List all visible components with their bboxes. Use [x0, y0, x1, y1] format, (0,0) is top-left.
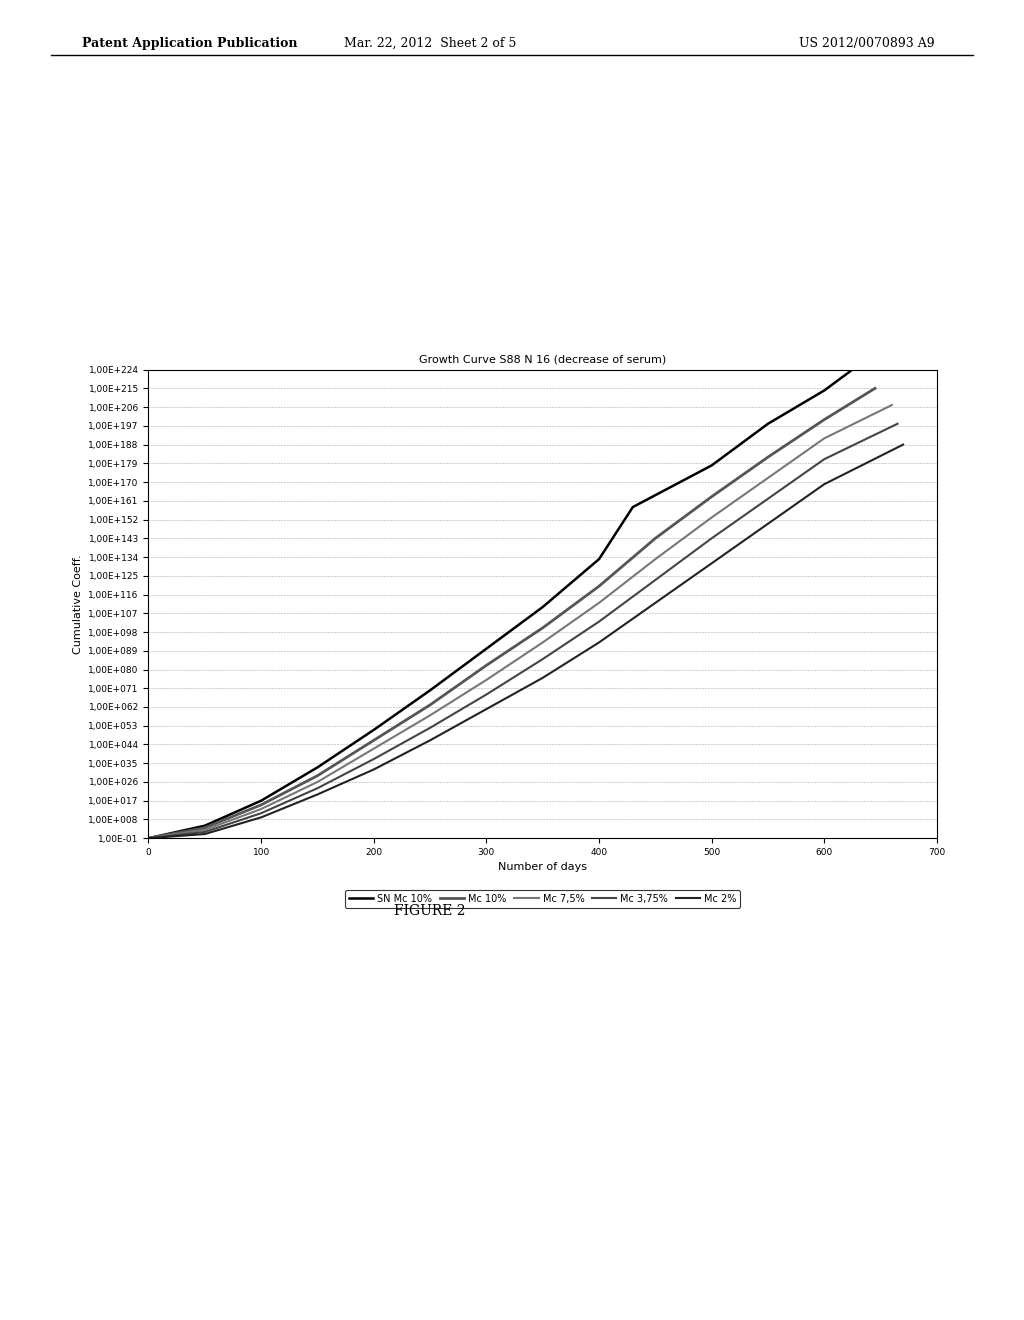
Mc 2%	[537, 671, 549, 686]
Line: Mc 7,5%: Mc 7,5%	[148, 405, 892, 838]
SN Mc 10%	[537, 599, 549, 615]
Mc 7,5%	[255, 801, 267, 817]
Mc 2%	[199, 826, 211, 842]
SN Mc 10%	[480, 640, 493, 656]
Mc 10%	[311, 768, 324, 784]
Mc 10%	[706, 488, 718, 504]
Text: US 2012/0070893 A9: US 2012/0070893 A9	[799, 37, 934, 50]
Mc 10%	[868, 380, 881, 396]
Title: Growth Curve S88 N 16 (decrease of serum): Growth Curve S88 N 16 (decrease of serum…	[419, 355, 667, 364]
SN Mc 10%	[762, 416, 774, 432]
Mc 3,75%	[199, 824, 211, 840]
Mc 7,5%	[311, 774, 324, 789]
Mc 3,75%	[424, 719, 436, 735]
Mc 10%	[818, 412, 830, 428]
X-axis label: Number of days: Number of days	[499, 862, 587, 873]
Mc 2%	[142, 830, 155, 846]
SN Mc 10%	[368, 722, 380, 738]
Mc 7,5%	[537, 635, 549, 651]
Line: Mc 2%: Mc 2%	[148, 445, 903, 838]
SN Mc 10%	[706, 458, 718, 474]
Mc 3,75%	[255, 805, 267, 821]
Mc 7,5%	[762, 470, 774, 486]
Mc 3,75%	[311, 780, 324, 796]
Mc 7,5%	[199, 822, 211, 838]
Mc 3,75%	[762, 491, 774, 507]
Mc 2%	[368, 762, 380, 777]
Text: Patent Application Publication: Patent Application Publication	[82, 37, 297, 50]
Mc 2%	[480, 701, 493, 717]
Mc 3,75%	[480, 686, 493, 702]
Mc 2%	[818, 477, 830, 492]
Line: Mc 10%: Mc 10%	[148, 388, 874, 838]
Mc 10%	[649, 531, 662, 546]
Mc 10%	[480, 657, 493, 673]
Line: SN Mc 10%: SN Mc 10%	[148, 370, 852, 838]
Mc 7,5%	[886, 397, 898, 413]
SN Mc 10%	[846, 362, 858, 378]
Mc 2%	[255, 809, 267, 825]
SN Mc 10%	[627, 499, 639, 515]
Legend: SN Mc 10%, Mc 10%, Mc 7,5%, Mc 3,75%, Mc 2%: SN Mc 10%, Mc 10%, Mc 7,5%, Mc 3,75%, Mc…	[345, 890, 740, 908]
Mc 7,5%	[368, 741, 380, 756]
Mc 2%	[897, 437, 909, 453]
Mc 3,75%	[537, 651, 549, 667]
Mc 3,75%	[593, 614, 605, 630]
Text: FIGURE 2: FIGURE 2	[394, 904, 466, 919]
Mc 3,75%	[649, 572, 662, 587]
Mc 7,5%	[818, 430, 830, 446]
SN Mc 10%	[142, 830, 155, 846]
Mc 7,5%	[424, 708, 436, 723]
Mc 2%	[762, 516, 774, 532]
Mc 2%	[311, 787, 324, 803]
Y-axis label: Cumulative Coeff.: Cumulative Coeff.	[73, 554, 83, 653]
Mc 10%	[142, 830, 155, 846]
SN Mc 10%	[311, 759, 324, 775]
SN Mc 10%	[255, 793, 267, 809]
Mc 7,5%	[142, 830, 155, 846]
SN Mc 10%	[593, 552, 605, 568]
Mc 10%	[368, 733, 380, 748]
Mc 3,75%	[368, 751, 380, 767]
SN Mc 10%	[199, 818, 211, 834]
Mc 10%	[424, 697, 436, 713]
Mc 3,75%	[891, 416, 904, 432]
Mc 3,75%	[818, 451, 830, 467]
Line: Mc 3,75%: Mc 3,75%	[148, 424, 897, 838]
Mc 2%	[424, 733, 436, 748]
Mc 10%	[255, 797, 267, 813]
SN Mc 10%	[818, 383, 830, 399]
Mc 10%	[762, 449, 774, 465]
Mc 10%	[593, 578, 605, 594]
Mc 7,5%	[706, 510, 718, 525]
Mc 10%	[537, 620, 549, 636]
Mc 7,5%	[649, 552, 662, 568]
Mc 2%	[593, 635, 605, 651]
Mc 7,5%	[480, 672, 493, 688]
Mc 2%	[706, 556, 718, 572]
Mc 3,75%	[706, 531, 718, 546]
Text: Mar. 22, 2012  Sheet 2 of 5: Mar. 22, 2012 Sheet 2 of 5	[344, 37, 516, 50]
Mc 7,5%	[593, 595, 605, 611]
SN Mc 10%	[424, 682, 436, 698]
Mc 3,75%	[142, 830, 155, 846]
Mc 2%	[649, 595, 662, 611]
Mc 10%	[199, 820, 211, 836]
